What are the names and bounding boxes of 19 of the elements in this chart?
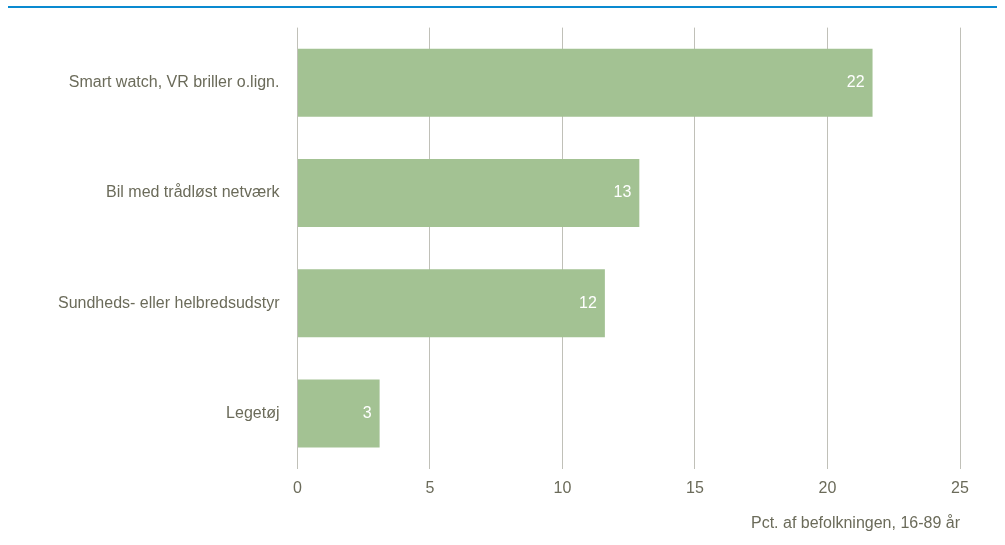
bar (297, 269, 605, 338)
bar (297, 158, 640, 228)
x-tick-label: 20 (818, 478, 837, 496)
data-label: 12 (579, 293, 597, 311)
y-tick-label: Legetøj (226, 403, 280, 421)
x-tick-label: 10 (553, 478, 572, 496)
bar (297, 48, 873, 117)
data-label: 22 (846, 73, 865, 91)
data-label: 3 (362, 403, 372, 421)
y-tick-label: Bil med trådløst netværk (106, 183, 281, 201)
bar (297, 379, 380, 448)
y-tick-label: Sundheds- eller helbredsudstyr (57, 293, 281, 311)
x-tick-label: 15 (686, 478, 704, 496)
x-tick-label: 0 (293, 478, 303, 496)
y-tick-label: Smart watch, VR briller o.lign. (68, 73, 280, 91)
x-tick-label: 25 (951, 478, 969, 496)
x-axis-title: Pct. af befolkningen, 16-89 år (750, 513, 961, 531)
x-tick-label: 5 (425, 478, 435, 496)
data-label: 13 (613, 183, 632, 201)
